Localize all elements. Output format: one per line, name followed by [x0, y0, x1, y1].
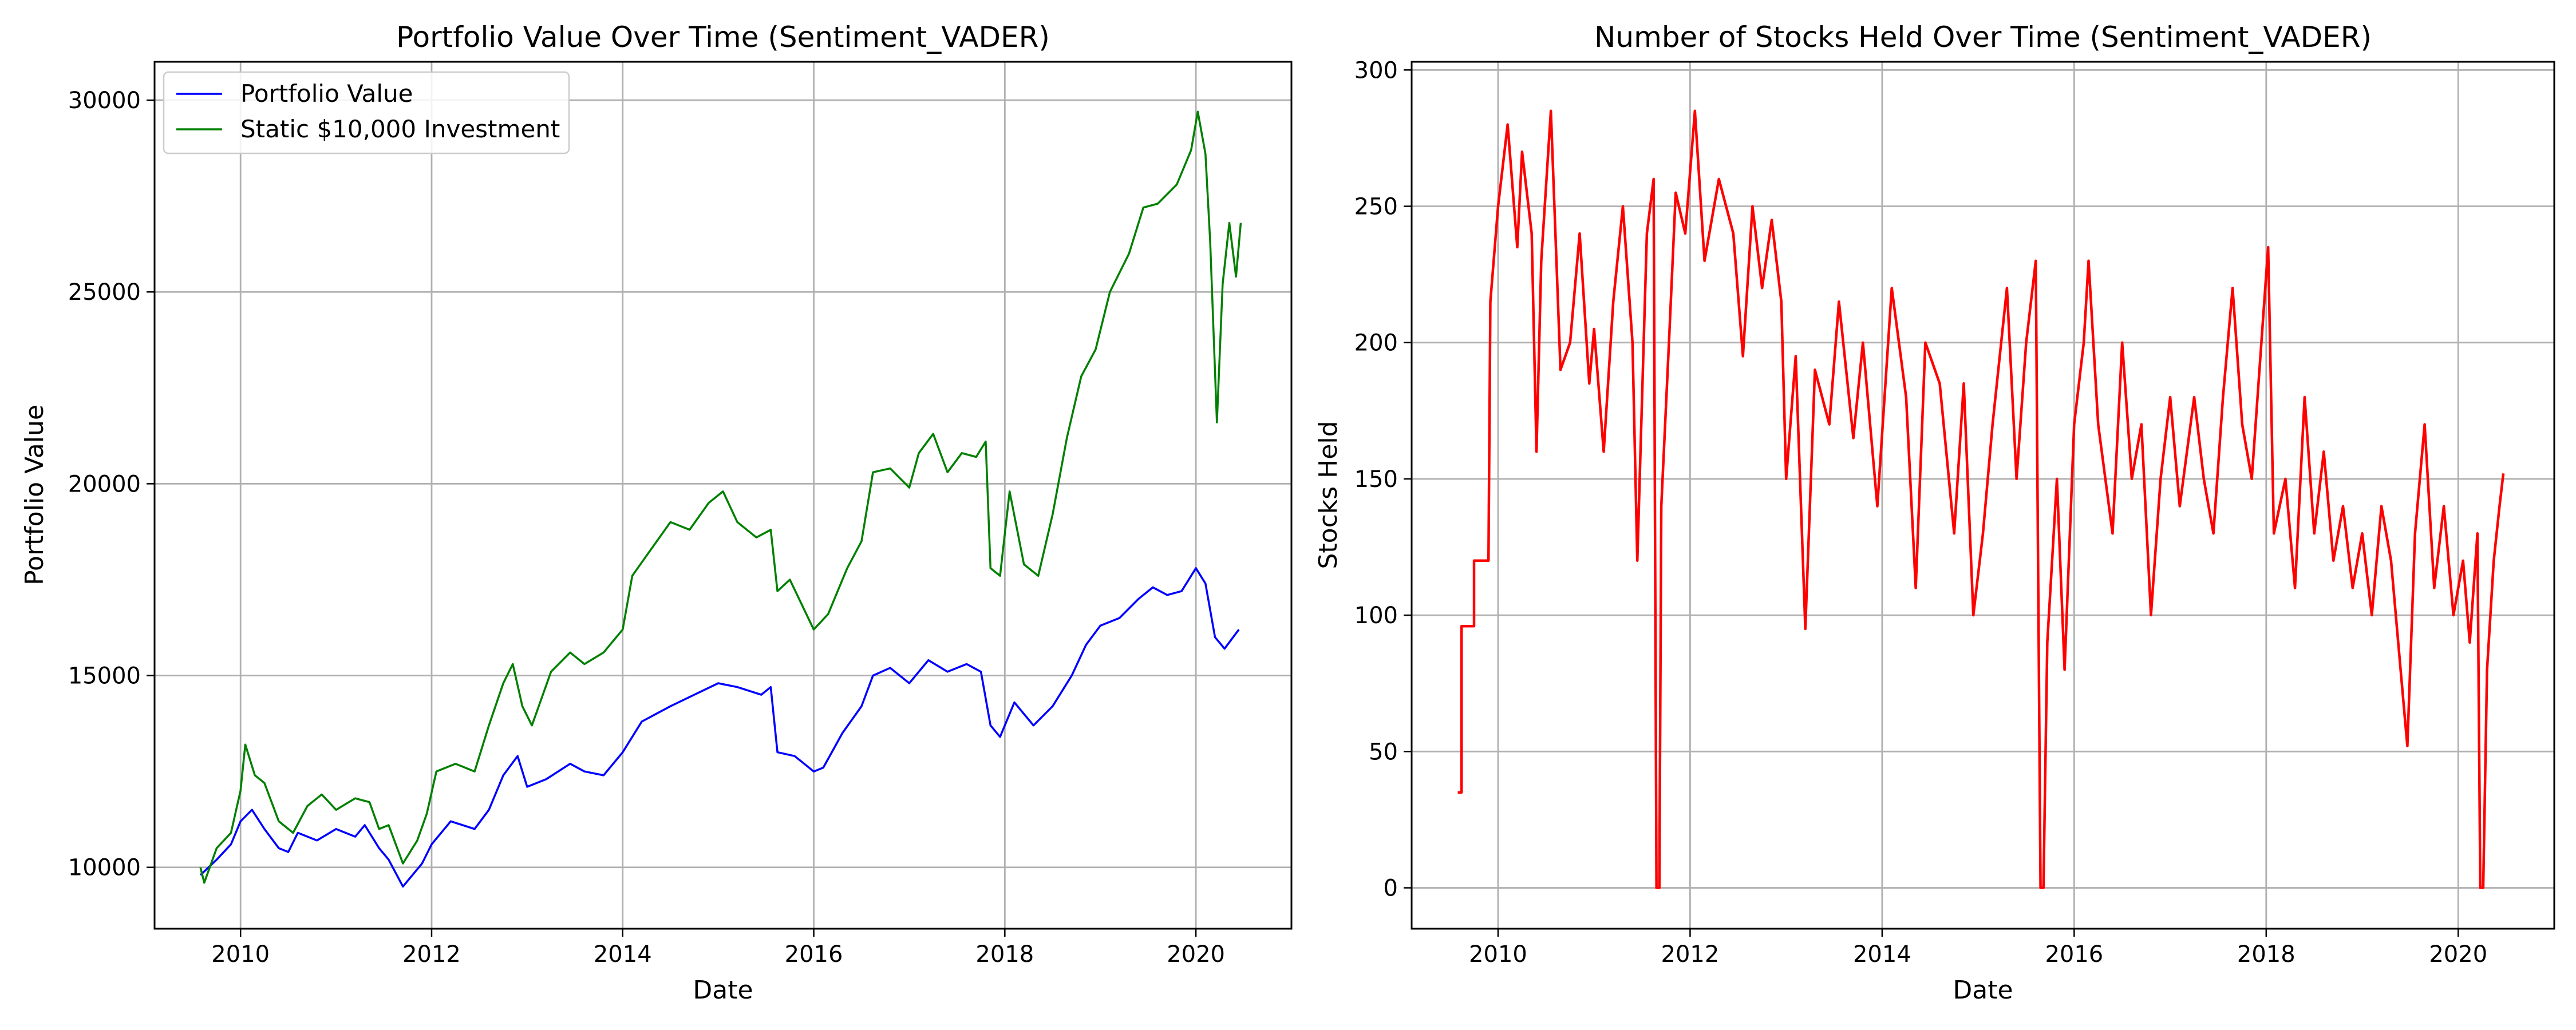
stocks-xtick-label-2010: 2010: [1469, 941, 1527, 968]
legend-label-static-investment: Static $10,000 Investment: [240, 115, 560, 143]
stocks-ytick-label-50: 50: [1369, 739, 1398, 765]
portfolio-ytick-label-10000: 10000: [68, 855, 141, 881]
stocks-chart-series: [1457, 109, 2505, 889]
portfolio-chart-ylabel: Portfolio Value: [20, 405, 49, 585]
stocks-ytick-label-150: 150: [1354, 466, 1398, 493]
stocks-xtick-label-2014: 2014: [1853, 941, 1911, 968]
stocks-chart-ylabel: Stocks Held: [1314, 421, 1343, 569]
stocks-xtick-label-2018: 2018: [2237, 941, 2296, 968]
portfolio-ytick-label-30000: 30000: [68, 88, 141, 114]
legend-box: [163, 71, 570, 154]
portfolio-chart-series: [199, 110, 1242, 888]
stocks-ytick-label-250: 250: [1354, 194, 1398, 220]
portfolio-ytick-label-15000: 15000: [68, 663, 141, 690]
portfolio-ytick-label-25000: 25000: [68, 279, 141, 306]
portfolio-ytick-label-20000: 20000: [68, 471, 141, 497]
portfolio-chart-xlabel: Date: [693, 976, 753, 1005]
portfolio-chart-ticks: 2010 2012 2014 2016 2018 2020 10000 15000 20000 2…: [68, 88, 1225, 968]
stocks-chart-frame: [1411, 61, 2555, 930]
portfolio-xtick-label-2010: 2010: [211, 941, 270, 968]
series-line-static-10-000-investment: [199, 110, 1242, 884]
stocks-chart-title: Number of Stocks Held Over Time (Sentime…: [1594, 21, 2372, 54]
stocks-ytick-label-300: 300: [1354, 57, 1398, 84]
portfolio-xtick-label-2018: 2018: [975, 941, 1034, 968]
portfolio-chart-legend: Portfolio Value Static $10,000 Investmen…: [163, 71, 570, 154]
stocks-xtick-label-2020: 2020: [2429, 941, 2487, 968]
stocks-ytick-label-200: 200: [1354, 330, 1398, 356]
portfolio-xtick-label-2020: 2020: [1167, 941, 1225, 968]
stocks-chart-ticks: 2010 2012 2014 2016 2018 2020 0 50 100 150 200 250 3…: [1354, 57, 2488, 968]
stocks-xtick-label-2016: 2016: [2045, 941, 2103, 968]
portfolio-xtick-label-2012: 2012: [402, 941, 461, 968]
series-line-portfolio-value: [199, 567, 1240, 888]
stocks-ytick-label-100: 100: [1354, 603, 1398, 629]
series-line-stocks-held: [1457, 109, 2505, 889]
stocks-held-chart: 2010 2012 2014 2016 2018 2020 0 50 100 150 200 250 3…: [1314, 21, 2555, 1005]
portfolio-xtick-label-2014: 2014: [594, 941, 652, 968]
stocks-xtick-label-2012: 2012: [1661, 941, 1720, 968]
stocks-chart-gridlines: [1412, 62, 2554, 929]
portfolio-chart-title: Portfolio Value Over Time (Sentiment_VAD…: [396, 21, 1050, 54]
legend-label-portfolio-value: Portfolio Value: [240, 80, 413, 108]
stocks-chart-xlabel: Date: [1953, 976, 2013, 1005]
portfolio-value-chart: 2010 2012 2014 2016 2018 2020 10000 15000 20000 2…: [20, 21, 1293, 1005]
portfolio-chart-frame: [153, 61, 1293, 930]
portfolio-xtick-label-2016: 2016: [785, 941, 843, 968]
stocks-ytick-label-0: 0: [1384, 876, 1398, 902]
